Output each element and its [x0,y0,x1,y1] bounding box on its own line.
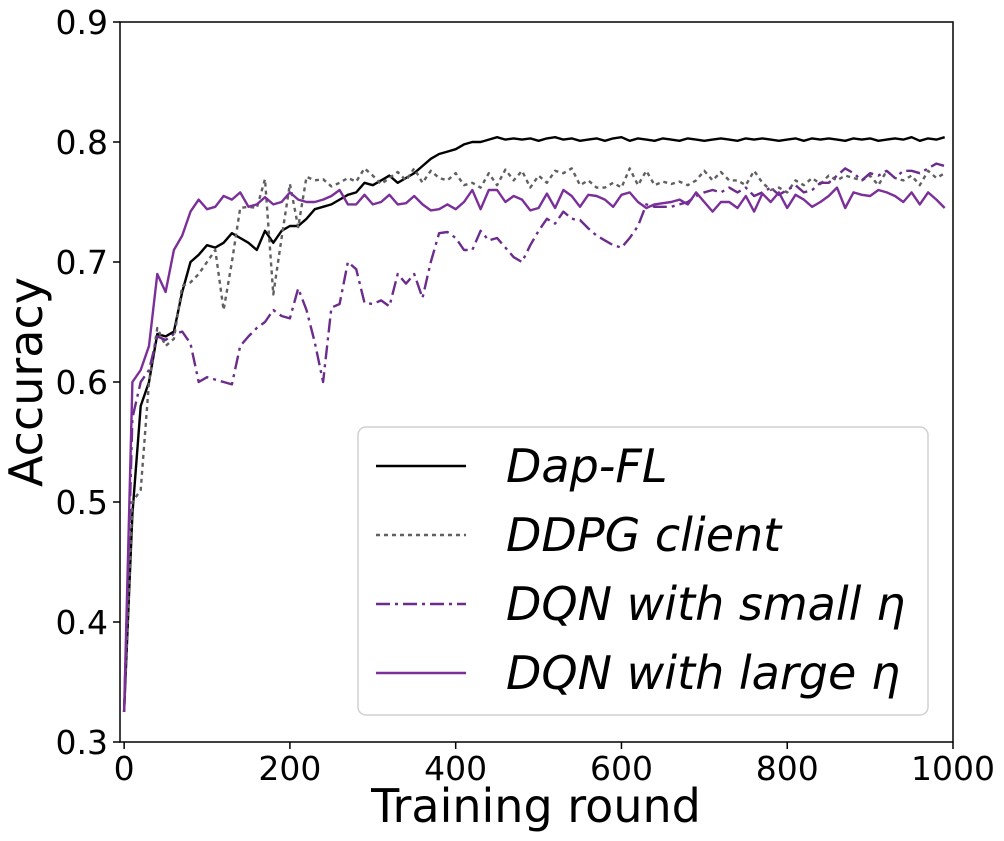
series-line-1 [122,167,946,713]
legend-box [357,426,929,716]
x-tick-label: 600 [590,749,653,788]
series-lines [122,135,946,713]
y-tick-label: 0.7 [56,243,108,282]
y-tick-label: 0.9 [56,3,108,42]
legend-label-2: DQN with small η [506,577,905,631]
legend-label-0: Dap-FL [506,439,668,493]
x-tick-label: 1000 [911,749,995,788]
y-axis: 0.3 0.4 0.5 0.6 0.7 0.8 0.9 [56,3,120,762]
y-tick-label: 0.5 [56,483,108,522]
x-tick-label: 400 [424,749,487,788]
x-tick-label: 800 [756,749,819,788]
y-tick-label: 0.6 [56,363,108,402]
series-line-3 [122,186,946,713]
y-tick-label: 0.3 [56,723,108,762]
x-tick-label: 200 [258,749,321,788]
legend: Dap-FL DDPG client DQN with small η DQN wit… [357,426,929,716]
legend-label-3: DQN with large η [506,646,900,700]
y-axis-title: Accuracy [0,277,53,487]
x-tick-label: 0 [114,749,135,788]
x-axis-title: Training round [370,779,701,833]
y-tick-label: 0.8 [56,123,108,162]
legend-label-1: DDPG client [506,508,783,562]
x-axis: 0 200 400 600 800 1000 [114,742,995,788]
series-line-0 [122,135,946,713]
y-tick-label: 0.4 [56,603,108,642]
